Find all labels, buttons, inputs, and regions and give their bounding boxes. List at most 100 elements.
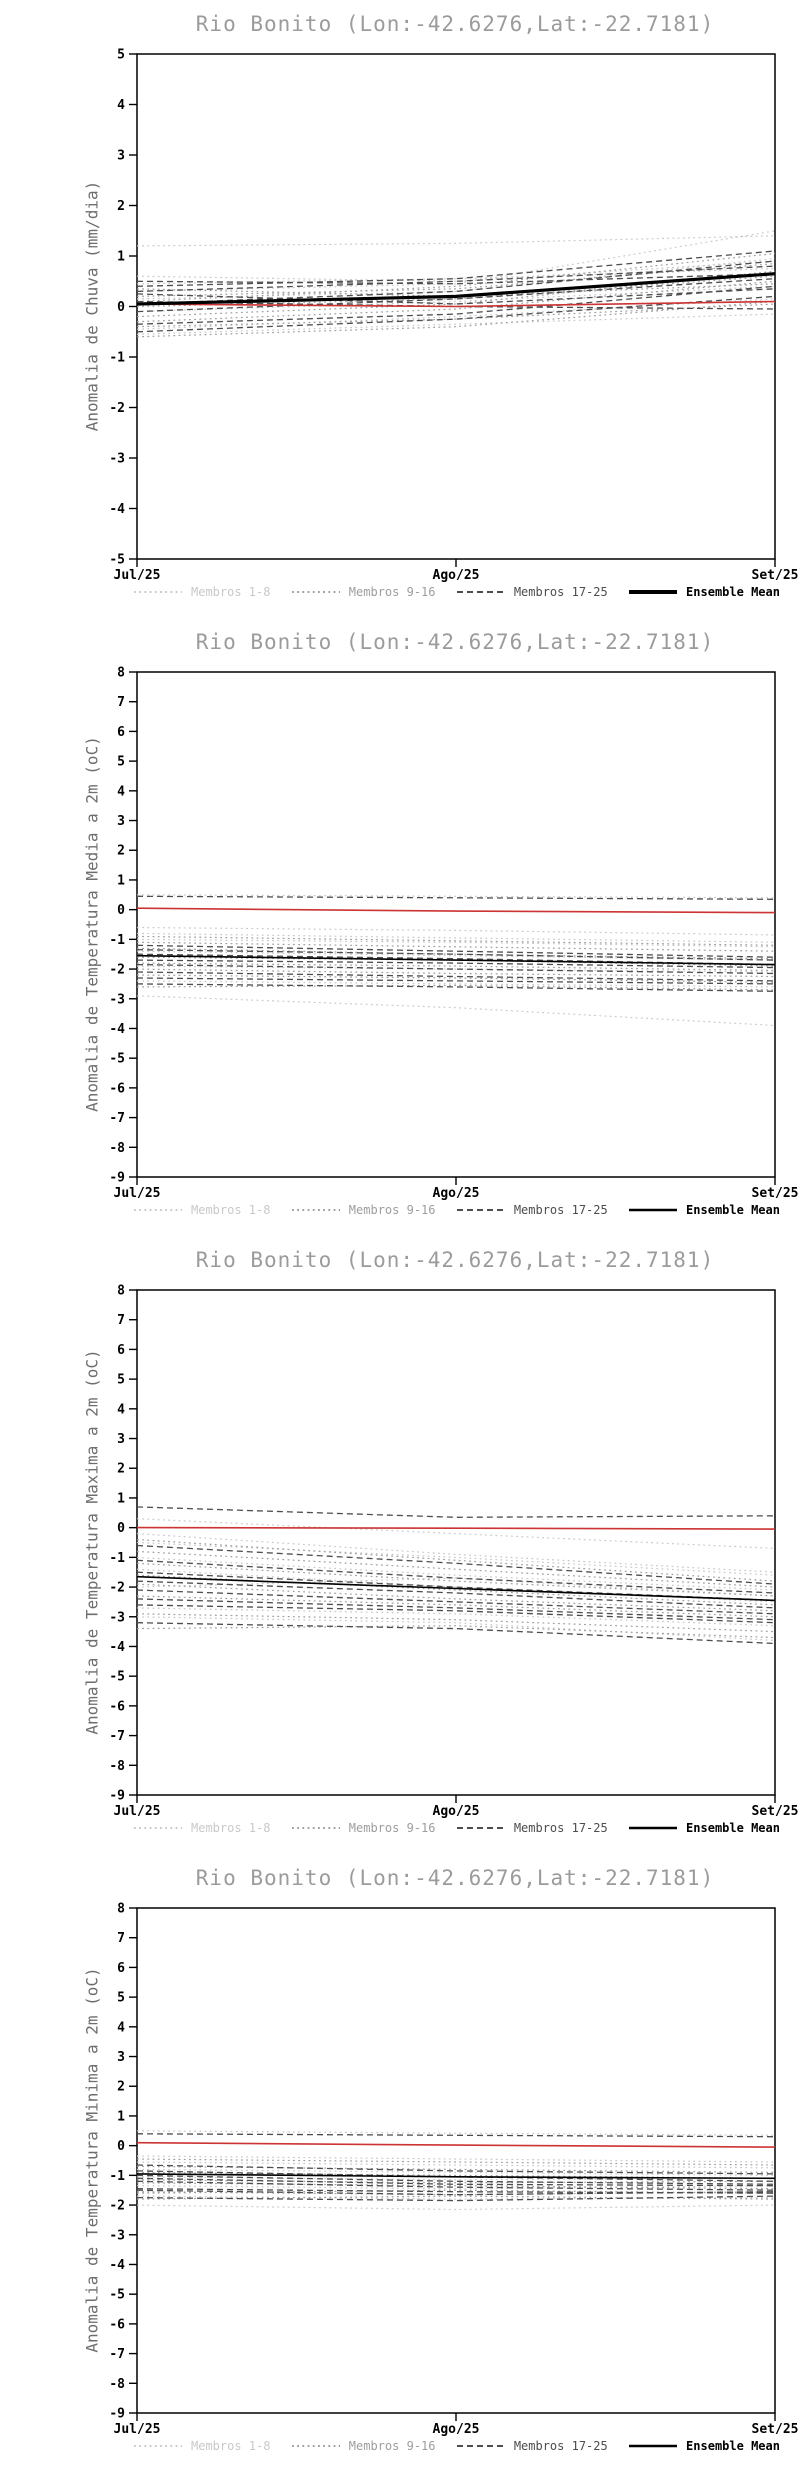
- series-line: [137, 938, 775, 948]
- y-tick-label: -5: [109, 1670, 125, 1685]
- legend-line-sample: [291, 591, 340, 593]
- legend-label: Membros 9-16: [348, 1203, 436, 1217]
- legend-label: Membros 9-16: [348, 1821, 436, 1835]
- legend-item: Membros 17-25: [455, 2440, 608, 2452]
- y-tick-label: 6: [117, 725, 125, 740]
- y-tick-label: 4: [117, 2020, 125, 2035]
- series-line: [137, 1580, 775, 1609]
- series-line: [137, 235, 775, 247]
- series-line: [137, 1541, 775, 1576]
- series-line: [137, 1604, 775, 1624]
- chart-legend: Membros 1-8 Membros 9-16 Membros 17-25 Ense…: [132, 1820, 780, 1836]
- legend-item: Membros 17-25: [455, 1822, 608, 1834]
- legend-line-sample: [629, 590, 678, 594]
- series-line: [137, 1577, 775, 1597]
- legend-item: Membros 1-8: [132, 1204, 270, 1216]
- series-line: [137, 959, 775, 969]
- mean-temp-anomaly-chart: Rio Bonito (Lon:-42.6276,Lat:-22.7181) A…: [0, 618, 800, 1236]
- y-tick-label: -1: [109, 351, 125, 366]
- series-lines: [137, 2130, 775, 2211]
- y-tick-label: 7: [117, 1931, 125, 1946]
- y-tick-label: -5: [109, 553, 125, 568]
- y-tick-label: 3: [117, 1432, 125, 1447]
- series-line: [137, 2174, 775, 2185]
- rain-anomaly-chart: Rio Bonito (Lon:-42.6276,Lat:-22.7181) A…: [0, 0, 800, 618]
- y-tick-label: 5: [117, 1991, 125, 2006]
- series-line: [137, 977, 775, 985]
- series-line: [137, 313, 775, 335]
- series-line: [137, 1595, 775, 1618]
- y-tick-label: 0: [117, 2139, 125, 2154]
- y-tick-label: 0: [117, 300, 125, 315]
- series-line: [137, 1533, 775, 1573]
- x-tick-label: Ago/25: [433, 568, 480, 583]
- y-tick-label: -3: [109, 2228, 125, 2243]
- y-tick-label: -9: [109, 1789, 125, 1804]
- series-line: [137, 965, 775, 973]
- axes: -9 -8 -7 -6 -5 -4 -3 -2 -1 0 1 2 3 4 5 6 7 8 Jul/25 Ago/25 S…: [109, 666, 798, 1202]
- legend-label: Ensemble Mean: [686, 2439, 780, 2453]
- y-tick-label: -8: [109, 1141, 125, 1156]
- series-line: [137, 894, 775, 899]
- min-temp-anomaly-chart: Rio Bonito (Lon:-42.6276,Lat:-22.7181) A…: [0, 1854, 800, 2472]
- y-tick-label: -6: [109, 1081, 125, 1096]
- x-tick-label: Jul/25: [114, 1804, 161, 1819]
- y-tick-label: 1: [117, 2109, 125, 2124]
- y-tick-label: -7: [109, 1111, 125, 1126]
- y-tick-label: 6: [117, 1961, 125, 1976]
- series-lines: [137, 230, 775, 338]
- legend-line-sample: [629, 2444, 678, 2448]
- y-tick-label: -9: [109, 1171, 125, 1186]
- y-tick-label: 4: [117, 1402, 125, 1417]
- legend-line-sample: [134, 1209, 182, 1211]
- x-tick-label: Ago/25: [433, 1186, 480, 1201]
- y-tick-label: -4: [109, 1022, 125, 1037]
- series-line: [137, 265, 775, 293]
- series-line: [137, 956, 775, 967]
- series-line: [137, 2158, 775, 2166]
- y-tick-label: 8: [117, 1284, 125, 1299]
- series-line: [137, 2180, 775, 2191]
- x-tick-label: Set/25: [752, 2422, 799, 2437]
- x-tick-label: Jul/25: [114, 568, 161, 583]
- y-tick-label: 8: [117, 1902, 125, 1917]
- legend-item: Membros 9-16: [290, 586, 436, 598]
- legend-line-sample: [134, 2445, 182, 2447]
- y-tick-label: 4: [117, 784, 125, 799]
- series-line: [137, 2204, 775, 2211]
- y-tick-label: -3: [109, 1610, 125, 1625]
- x-tick-label: Set/25: [752, 568, 799, 583]
- y-tick-label: -9: [109, 2407, 125, 2422]
- legend-line-sample: [291, 2445, 340, 2447]
- series-line: [137, 962, 775, 972]
- series-line: [137, 303, 775, 328]
- series-line: [137, 2195, 775, 2202]
- series-line: [137, 1616, 775, 1642]
- y-tick-label: -7: [109, 2347, 125, 2362]
- series-line: [137, 944, 775, 958]
- y-tick-label: 7: [117, 1313, 125, 1328]
- series-line: [137, 968, 775, 978]
- y-tick-label: -4: [109, 502, 125, 517]
- x-tick-label: Ago/25: [433, 2422, 480, 2437]
- legend-label: Membros 1-8: [191, 1203, 271, 1217]
- y-tick-label: -5: [109, 2288, 125, 2303]
- series-lines: [137, 1506, 775, 1645]
- y-tick-label: 1: [117, 1491, 125, 1506]
- legend-item: Membros 17-25: [455, 586, 608, 598]
- y-tick-label: 1: [117, 873, 125, 888]
- y-tick-label: -2: [109, 2199, 125, 2214]
- series-line: [137, 2177, 775, 2187]
- legend-line-sample: [629, 1208, 678, 1212]
- series-line: [137, 285, 775, 313]
- series-line: [137, 935, 775, 946]
- legend-label: Membros 9-16: [348, 585, 436, 599]
- legend-item: Membros 9-16: [290, 2440, 436, 2452]
- series-line: [137, 2179, 775, 2184]
- legend-label: Membros 17-25: [513, 1821, 608, 1835]
- legend-line-sample: [456, 1826, 505, 1830]
- y-tick-label: 2: [117, 2080, 125, 2095]
- series-line: [137, 272, 775, 306]
- series-line: [137, 268, 775, 285]
- y-tick-label: -6: [109, 2317, 125, 2332]
